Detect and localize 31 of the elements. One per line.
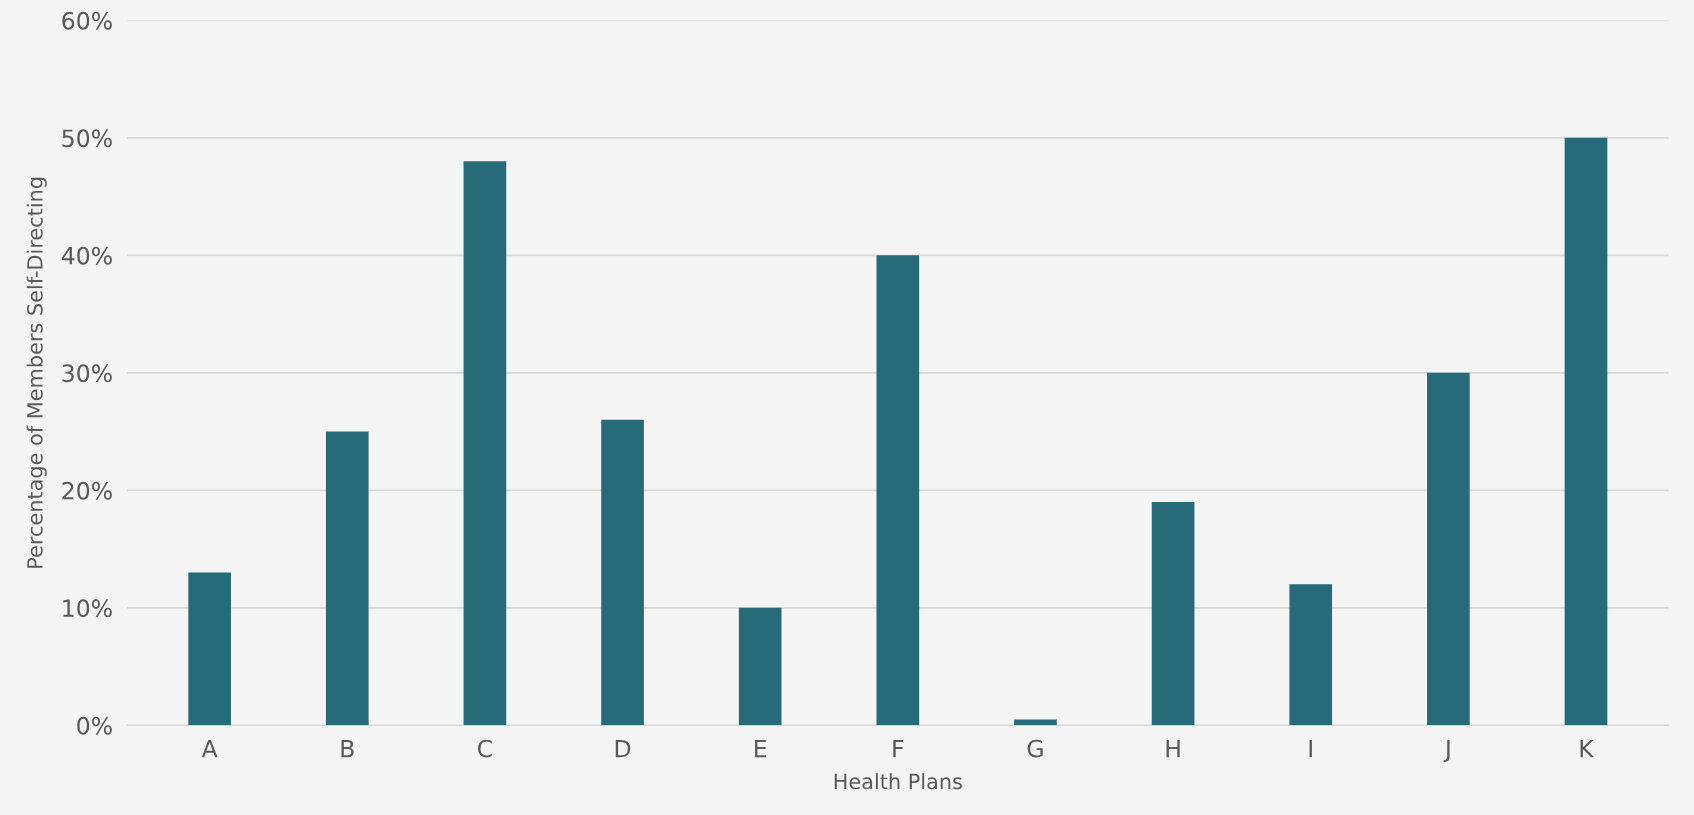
y-tick-label: 50% xyxy=(62,129,112,148)
bar xyxy=(1427,372,1470,726)
bar xyxy=(738,607,782,726)
x-tick-label: C xyxy=(477,739,492,758)
y-axis-title: Percentage of Members Self-Directing xyxy=(26,177,47,568)
x-tick-label: E xyxy=(755,739,767,758)
x-tick-label: D xyxy=(615,739,631,758)
bar xyxy=(325,431,369,726)
bar xyxy=(463,161,507,726)
bar xyxy=(876,255,920,726)
bar xyxy=(1289,584,1333,726)
x-tick-label: G xyxy=(1027,739,1043,758)
y-tick-label: 40% xyxy=(61,246,112,265)
x-axis-title: Health Plans xyxy=(834,773,962,790)
y-tick-label: 0% xyxy=(77,716,112,735)
x-tick-label: B xyxy=(341,739,354,758)
bar xyxy=(188,572,231,726)
x-tick-label: H xyxy=(1166,739,1180,758)
x-tick-label: K xyxy=(1580,739,1595,758)
y-tick-label: 60% xyxy=(62,11,112,30)
bar xyxy=(1014,719,1057,726)
x-tick-label: I xyxy=(1309,739,1312,758)
y-tick-label: 10% xyxy=(63,599,112,618)
x-tick-label: A xyxy=(201,739,218,758)
y-tick-label: 30% xyxy=(62,364,112,383)
x-tick-label: F xyxy=(893,739,904,758)
y-tick-label: 20% xyxy=(62,481,112,500)
bar xyxy=(1564,137,1608,726)
x-tick-label: J xyxy=(1443,739,1450,762)
bar xyxy=(1151,502,1195,726)
bar xyxy=(601,419,644,726)
